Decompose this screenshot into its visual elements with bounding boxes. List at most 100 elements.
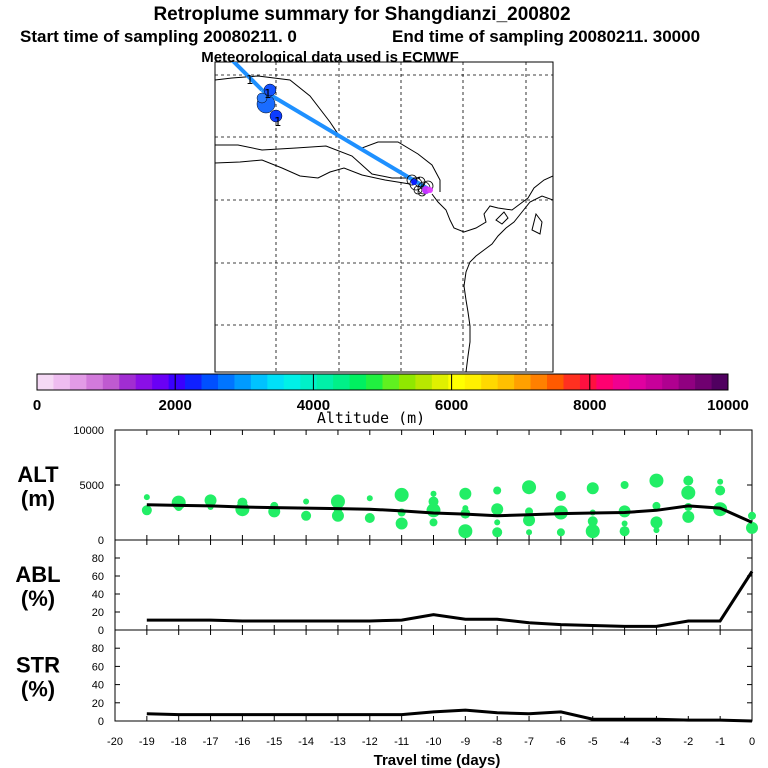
- colorbar-cell: [563, 374, 581, 390]
- altitude-point: [458, 524, 473, 539]
- colorbar-tick-label: 10000: [707, 397, 749, 414]
- end-time-label: End time of sampling 20080211. 30000: [392, 27, 700, 46]
- colorbar-cell: [678, 374, 696, 390]
- x-tick-label: -1: [715, 736, 725, 748]
- altitude-point: [682, 510, 695, 523]
- x-tick-label: -2: [683, 736, 693, 748]
- altitude-point: [301, 510, 312, 521]
- panel-alt: 0 5000 10000 ALT(m): [17, 425, 758, 547]
- altitude-point: [649, 473, 664, 488]
- colorbar-cell: [695, 374, 712, 390]
- colorbar-cell: [530, 374, 548, 390]
- altitude-point: [143, 494, 150, 501]
- colorbar-cells: [37, 374, 729, 390]
- trajectory-map: 111: [214, 61, 554, 373]
- panel-abl: 0 20 40 60 80 ABL(%): [15, 539, 754, 637]
- altitude-point: [650, 516, 663, 529]
- x-tick-label: -19: [139, 736, 155, 748]
- altitude-point: [395, 517, 408, 530]
- colorbar-axis-title: Altitude (m): [317, 409, 425, 427]
- altitude-point: [331, 509, 344, 522]
- border-line: [215, 144, 420, 179]
- x-tick-label: -7: [524, 736, 534, 748]
- colorbar-cell: [382, 374, 400, 390]
- x-tick-label: -8: [492, 736, 502, 748]
- colorbar-tick-label: 8000: [573, 397, 606, 414]
- colorbar-cell: [168, 374, 186, 390]
- colorbar-ticks: 0 2000 4000 6000 8000 10000: [33, 374, 749, 414]
- panel-frame: [114, 629, 753, 722]
- altitude-point: [204, 494, 217, 507]
- altitude-point: [681, 485, 696, 500]
- x-tick-label: -3: [652, 736, 662, 748]
- colorbar-cell: [431, 374, 449, 390]
- y-tick-label: 40: [92, 589, 104, 601]
- panel-label: ALT: [17, 462, 59, 487]
- colorbar-cell: [86, 374, 104, 390]
- colorbar-cell: [464, 374, 482, 390]
- colorbar-cell: [398, 374, 416, 390]
- coastline: [431, 175, 553, 233]
- x-tick-label: -6: [556, 736, 566, 748]
- x-tick-label: -14: [298, 736, 314, 748]
- altitude-point: [430, 490, 437, 497]
- altitude-point: [653, 527, 660, 534]
- colorbar-cell: [119, 374, 137, 390]
- altitude-point: [364, 513, 375, 523]
- x-tick-label: -18: [171, 736, 187, 748]
- x-tick-label: -5: [588, 736, 598, 748]
- trajectory-point: [269, 109, 283, 123]
- colorbar-cell: [448, 374, 466, 390]
- colorbar-cell: [662, 374, 680, 390]
- mean-series-line: [146, 570, 754, 628]
- y-tick-label: 0: [98, 535, 104, 547]
- panel-unit: (%): [21, 586, 55, 611]
- altitude-point: [586, 482, 599, 495]
- colorbar-cell: [316, 374, 334, 390]
- altitude-point: [585, 524, 600, 539]
- altitude-point: [526, 529, 533, 536]
- trajectory-point: [256, 92, 268, 104]
- colorbar-cell: [711, 374, 729, 390]
- colorbar-cell: [629, 374, 647, 390]
- colorbar-cell: [514, 374, 531, 390]
- map-graticule: [215, 62, 553, 372]
- trajectory-line: [231, 62, 264, 92]
- panel-str: 0 20 40 60 80 STR(%): [16, 629, 753, 728]
- colorbar-cell: [596, 374, 614, 390]
- colorbar-cell: [53, 374, 71, 390]
- colorbar-cell: [135, 374, 153, 390]
- x-tick-label: -10: [426, 736, 442, 748]
- colorbar-cell: [366, 374, 383, 390]
- panel-label: STR: [16, 653, 60, 678]
- colorbar-cell: [201, 374, 219, 390]
- x-tick-label: -15: [266, 736, 282, 748]
- colorbar-tick-label: 0: [33, 397, 41, 414]
- colorbar-cell: [102, 374, 120, 390]
- colorbar-cell: [234, 374, 252, 390]
- trajectory-label: 1: [246, 73, 253, 87]
- panel-unit: (%): [21, 677, 55, 702]
- start-time-label: Start time of sampling 20080211. 0: [20, 27, 297, 46]
- altitude-point: [330, 494, 345, 509]
- coastline: [495, 211, 509, 225]
- altitude-point: [587, 516, 598, 527]
- x-tick-label: -9: [460, 736, 470, 748]
- trajectory-label: 1: [274, 115, 281, 129]
- altitude-point: [748, 511, 756, 520]
- colorbar-cell: [481, 374, 499, 390]
- release-point: [427, 187, 433, 193]
- altitude-point: [717, 478, 724, 485]
- release-point: [409, 177, 423, 191]
- altitude-point: [366, 495, 373, 502]
- colorbar-cell: [283, 374, 301, 390]
- y-tick-label: 80: [92, 553, 104, 565]
- altitude-point: [555, 491, 566, 501]
- colorbar-cell: [69, 374, 87, 390]
- altitude-point: [683, 475, 694, 486]
- panel-unit: (m): [21, 486, 55, 511]
- trajectory-layer: 111: [231, 62, 434, 197]
- x-tick-label: -16: [234, 736, 250, 748]
- colorbar-cell: [250, 374, 268, 390]
- panel-label: ABL: [15, 562, 60, 587]
